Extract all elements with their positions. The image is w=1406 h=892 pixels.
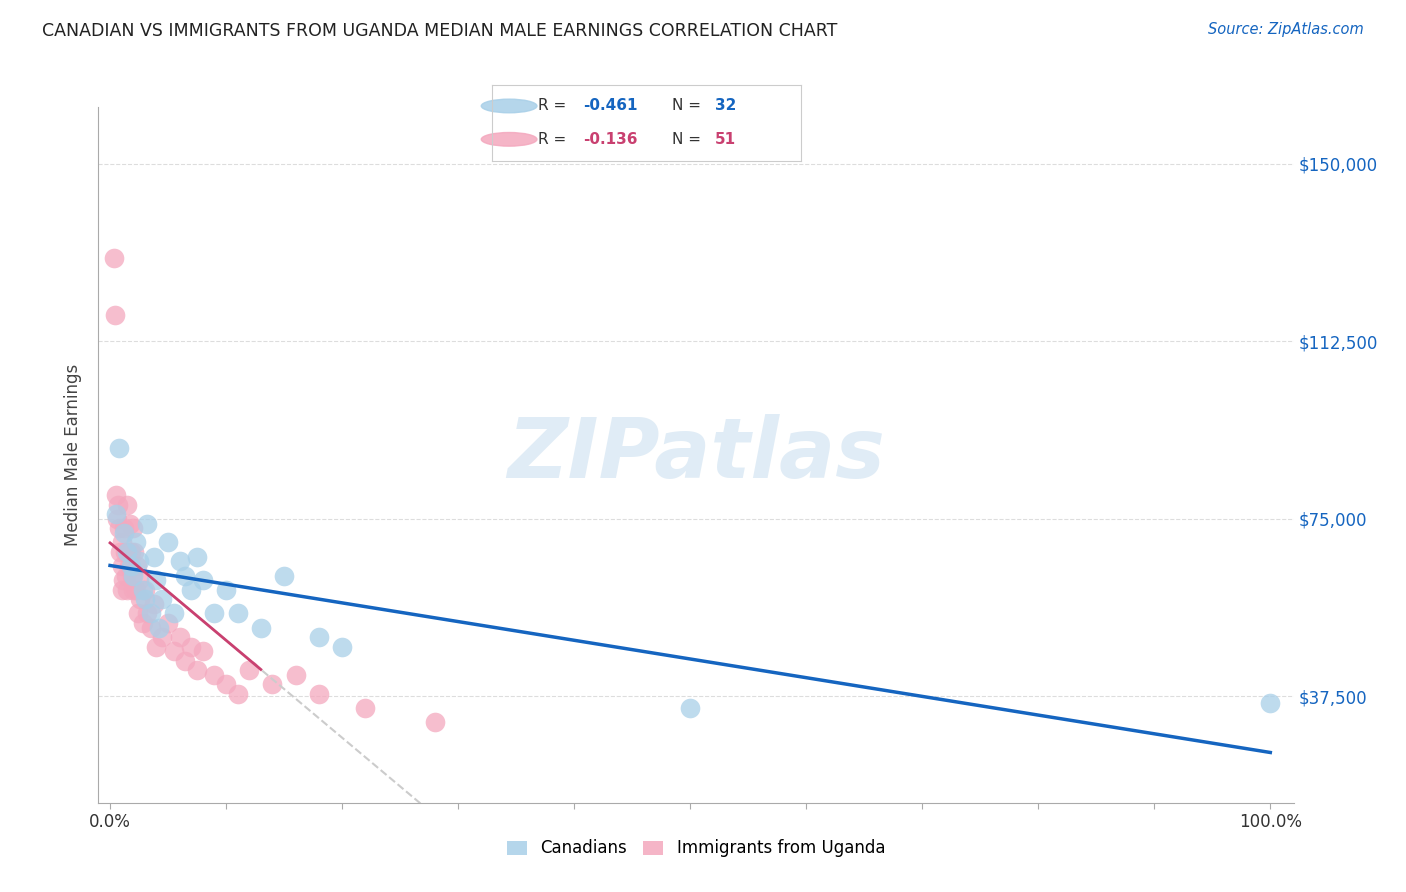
Point (250, 621, 273, 635)
Point (124, 582, 146, 597)
Point (174, 568, 197, 582)
Point (108, 441, 131, 455)
Point (117, 545, 139, 559)
Point (157, 615, 180, 630)
Point (120, 559, 142, 574)
Point (112, 526, 135, 541)
Point (423, 715, 446, 730)
Point (122, 568, 145, 582)
Point (111, 574, 134, 588)
Point (125, 559, 148, 574)
Point (124, 545, 146, 559)
Point (110, 545, 132, 559)
Point (163, 607, 186, 621)
Point (308, 630, 330, 644)
Point (273, 568, 295, 582)
Point (120, 545, 142, 559)
Point (105, 512, 128, 526)
Text: R =: R = (538, 132, 572, 147)
Text: R =: R = (538, 98, 572, 113)
Point (111, 582, 134, 597)
Point (238, 663, 260, 677)
Point (226, 607, 249, 621)
Point (169, 554, 191, 568)
Point (163, 644, 186, 658)
Text: ZIPatlas: ZIPatlas (508, 415, 884, 495)
Point (308, 687, 330, 701)
Point (215, 677, 238, 691)
Point (108, 521, 131, 535)
Point (107, 498, 129, 512)
Point (215, 582, 238, 597)
Point (262, 677, 284, 691)
Point (122, 582, 145, 597)
Point (136, 516, 159, 531)
Point (226, 687, 249, 701)
Text: 51: 51 (714, 132, 735, 147)
Point (1258, 697, 1281, 711)
Point (150, 592, 173, 607)
Point (111, 559, 134, 574)
Point (124, 535, 146, 549)
Y-axis label: Median Male Earnings: Median Male Earnings (65, 364, 83, 546)
Text: N =: N = (672, 98, 706, 113)
Point (139, 607, 162, 621)
Point (150, 630, 173, 644)
Text: -0.136: -0.136 (583, 132, 638, 147)
Point (104, 507, 127, 521)
Point (122, 521, 145, 535)
Point (128, 554, 150, 568)
Point (191, 644, 214, 658)
Point (191, 574, 214, 588)
Point (143, 549, 166, 564)
Text: -0.461: -0.461 (583, 98, 638, 113)
Circle shape (481, 99, 537, 112)
Point (157, 535, 180, 549)
Point (104, 488, 127, 502)
Text: N =: N = (672, 132, 706, 147)
Point (117, 582, 139, 597)
Point (117, 559, 139, 574)
Point (169, 630, 191, 644)
Point (180, 582, 202, 597)
Point (174, 654, 197, 668)
Point (114, 545, 136, 559)
Point (679, 701, 702, 715)
Point (145, 640, 167, 654)
Point (136, 607, 159, 621)
Point (354, 701, 377, 715)
Point (103, 252, 125, 266)
Point (145, 574, 167, 588)
Point (134, 592, 156, 607)
Point (128, 574, 150, 588)
Point (180, 640, 202, 654)
Point (111, 535, 134, 549)
Point (121, 568, 143, 582)
Point (204, 668, 226, 682)
Point (131, 615, 153, 630)
Point (118, 516, 141, 531)
Point (143, 597, 166, 611)
Point (186, 663, 208, 677)
Point (186, 549, 208, 564)
Point (117, 498, 139, 512)
Point (330, 640, 353, 654)
Point (148, 621, 170, 635)
Text: CANADIAN VS IMMIGRANTS FROM UGANDA MEDIAN MALE EARNINGS CORRELATION CHART: CANADIAN VS IMMIGRANTS FROM UGANDA MEDIA… (42, 22, 838, 40)
Point (127, 607, 149, 621)
Point (284, 668, 307, 682)
Point (104, 308, 127, 322)
Point (139, 621, 162, 635)
Legend: Canadians, Immigrants from Uganda: Canadians, Immigrants from Uganda (501, 833, 891, 864)
Point (204, 607, 226, 621)
Text: 32: 32 (714, 98, 737, 113)
Point (112, 521, 135, 535)
Point (115, 568, 138, 582)
Point (131, 582, 153, 597)
Text: Source: ZipAtlas.com: Source: ZipAtlas.com (1208, 22, 1364, 37)
Point (129, 592, 152, 607)
Circle shape (481, 133, 537, 146)
Point (134, 582, 156, 597)
